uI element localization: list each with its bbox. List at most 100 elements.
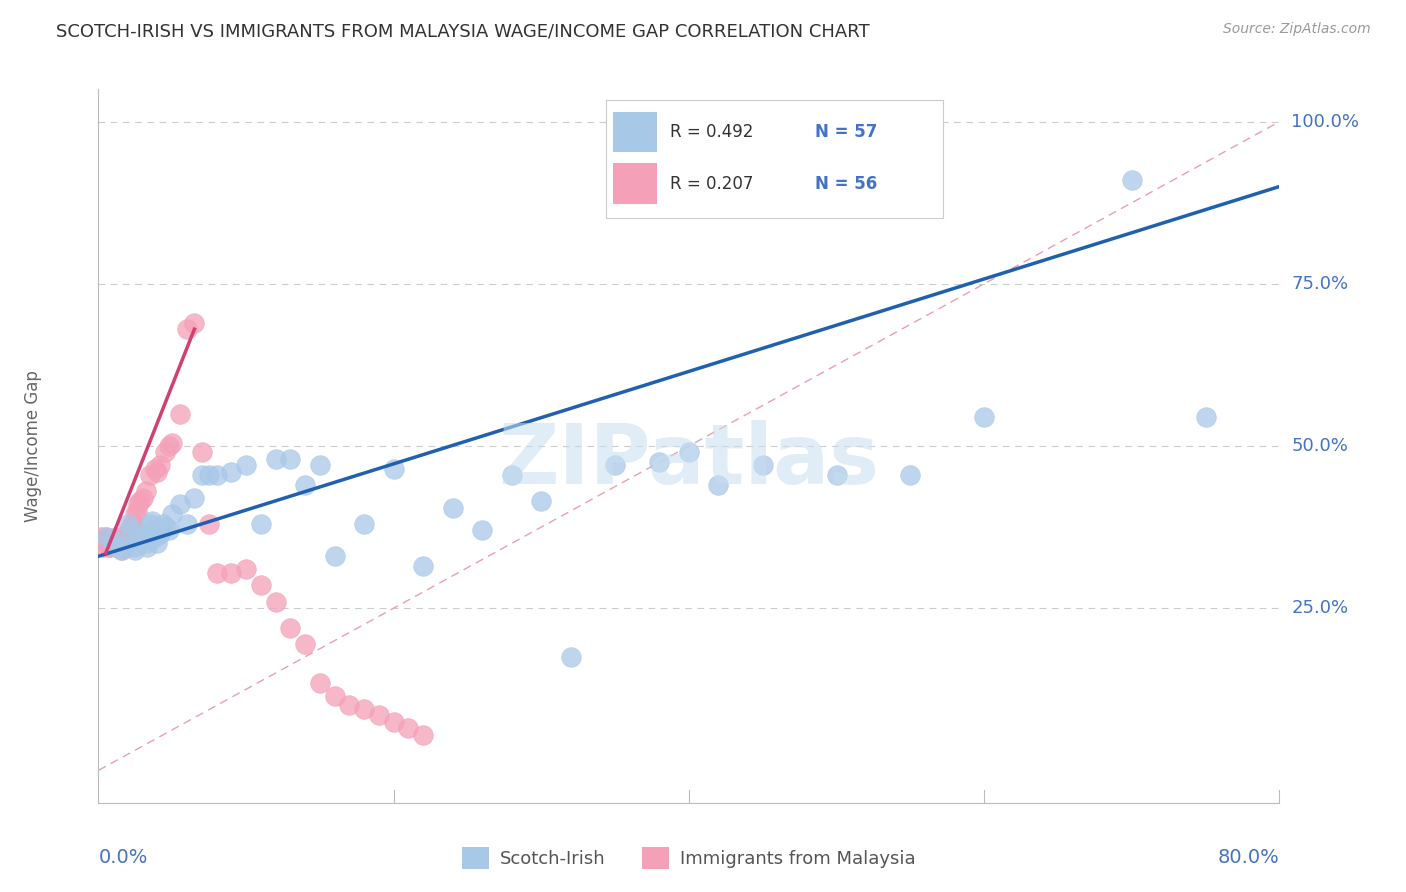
Point [100, 536, 122, 550]
Point [146, 465, 169, 479]
Point [169, 497, 191, 511]
Point [294, 637, 316, 651]
Point [900, 468, 922, 483]
Point [146, 536, 169, 550]
Text: 50.0%: 50.0% [1291, 437, 1348, 455]
Point [125, 504, 148, 518]
Point [115, 530, 138, 544]
Point [142, 524, 165, 538]
Point [120, 520, 142, 534]
Point [1195, 409, 1218, 424]
Point [250, 578, 273, 592]
Point [191, 468, 214, 483]
Point [1121, 173, 1143, 187]
Point [110, 540, 132, 554]
Point [124, 542, 146, 557]
Point [96, 533, 118, 547]
Point [219, 566, 242, 580]
Text: 100.0%: 100.0% [1291, 112, 1360, 130]
Point [117, 516, 139, 531]
Point [155, 520, 177, 534]
Point [149, 458, 172, 473]
Point [264, 595, 287, 609]
Point [323, 549, 346, 564]
Point [219, 465, 242, 479]
Point [90, 530, 112, 544]
Point [191, 445, 214, 459]
Point [973, 409, 995, 424]
Text: Source: ZipAtlas.com: Source: ZipAtlas.com [1223, 22, 1371, 37]
Point [294, 478, 316, 492]
Point [825, 468, 848, 483]
Point [309, 675, 332, 690]
Point [128, 494, 150, 508]
Point [382, 714, 405, 729]
Point [135, 536, 157, 550]
Point [105, 530, 128, 544]
Point [707, 478, 730, 492]
Point [141, 514, 163, 528]
Point [139, 468, 162, 483]
Point [138, 530, 160, 544]
Point [121, 516, 143, 531]
Point [176, 322, 198, 336]
Point [382, 461, 405, 475]
Point [136, 540, 159, 554]
Point [678, 445, 700, 459]
Point [560, 649, 582, 664]
Text: 25.0%: 25.0% [1291, 599, 1348, 617]
Point [104, 536, 127, 550]
Point [323, 689, 346, 703]
Point [278, 452, 302, 467]
Point [139, 516, 162, 531]
Point [112, 540, 135, 554]
Point [205, 468, 228, 483]
Point [162, 507, 183, 521]
Point [152, 516, 174, 531]
Point [157, 439, 180, 453]
Point [122, 516, 145, 531]
Point [135, 484, 157, 499]
Point [97, 540, 120, 554]
Point [157, 524, 180, 538]
Point [605, 458, 627, 473]
Point [93, 533, 115, 547]
Point [198, 468, 221, 483]
Text: 75.0%: 75.0% [1291, 275, 1348, 293]
Text: 0.0%: 0.0% [98, 848, 148, 867]
Point [169, 407, 191, 421]
Point [353, 516, 375, 531]
Point [127, 533, 149, 547]
Point [107, 533, 129, 547]
Point [124, 507, 146, 521]
Point [412, 728, 434, 742]
Point [353, 702, 375, 716]
Point [501, 468, 523, 483]
Point [94, 530, 117, 544]
Point [122, 540, 145, 554]
Point [127, 497, 149, 511]
Point [153, 445, 176, 459]
Point [309, 458, 332, 473]
Point [412, 559, 434, 574]
Point [120, 524, 142, 538]
Point [648, 455, 671, 469]
Point [337, 698, 360, 713]
Point [118, 524, 141, 538]
Point [396, 721, 419, 735]
Point [264, 452, 287, 467]
Point [111, 542, 134, 557]
Point [183, 491, 205, 505]
Point [441, 500, 464, 515]
Point [114, 533, 136, 547]
Point [250, 516, 273, 531]
Point [103, 533, 125, 547]
Point [235, 562, 257, 576]
Point [108, 536, 131, 550]
Text: 80.0%: 80.0% [1218, 848, 1279, 867]
Point [117, 526, 139, 541]
Point [368, 708, 391, 723]
Point [143, 461, 166, 475]
Point [143, 530, 166, 544]
Point [132, 533, 155, 547]
